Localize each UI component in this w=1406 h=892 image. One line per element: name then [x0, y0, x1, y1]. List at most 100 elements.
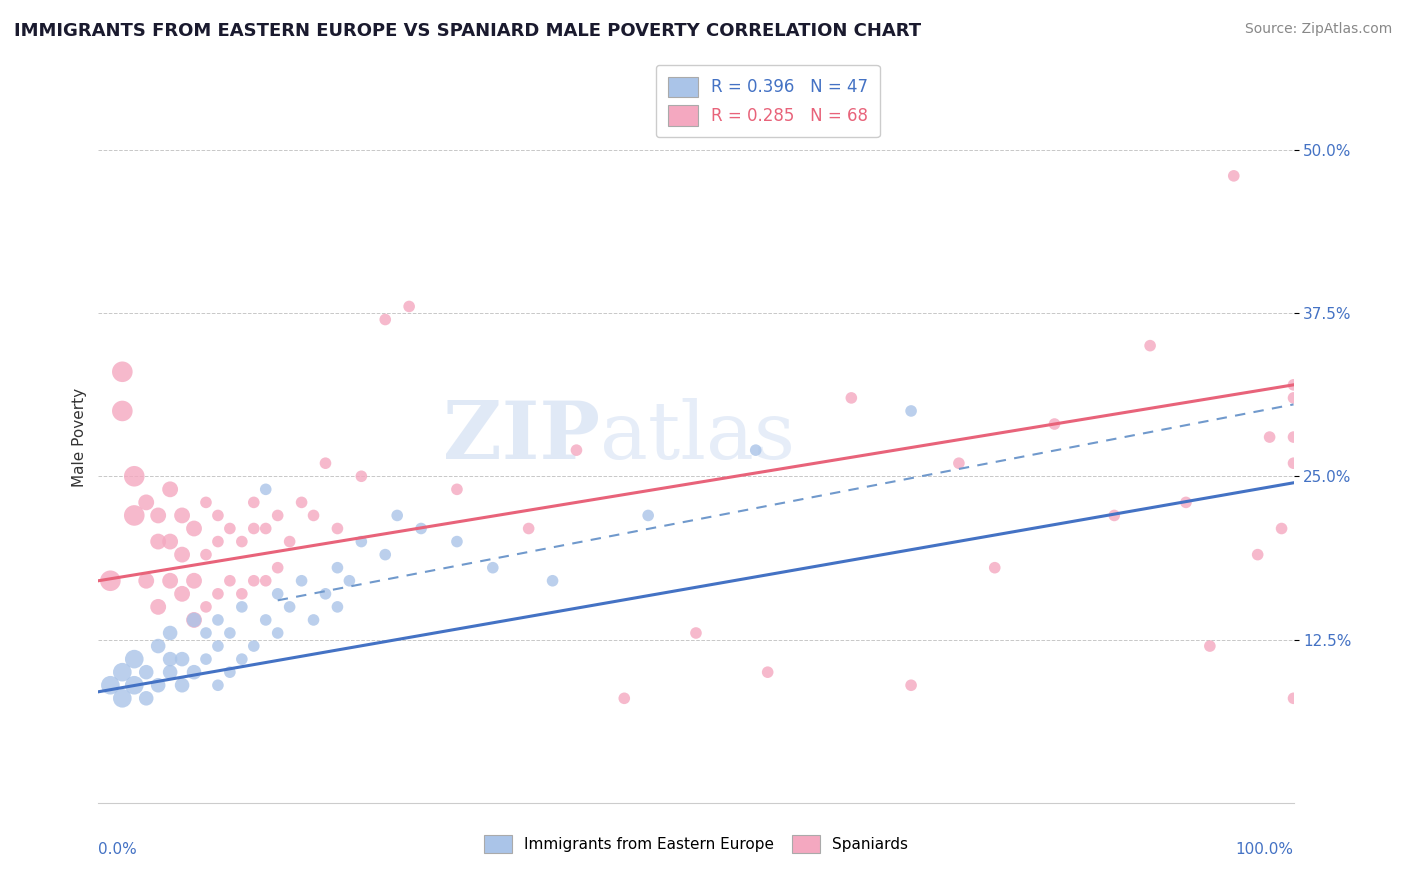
Point: [254, 521, 277, 535]
Point: [1282, 691, 1305, 706]
Point: [98, 574, 122, 588]
Point: [195, 626, 218, 640]
Point: [183, 665, 205, 680]
Point: [159, 626, 181, 640]
Point: [159, 534, 181, 549]
Text: atlas: atlas: [600, 398, 796, 476]
Legend: Immigrants from Eastern Europe, Spaniards: Immigrants from Eastern Europe, Spaniard…: [477, 827, 915, 861]
Point: [1282, 391, 1305, 405]
Point: [159, 574, 181, 588]
Point: [183, 521, 205, 535]
Point: [207, 639, 229, 653]
Point: [565, 443, 588, 458]
Point: [135, 665, 157, 680]
Point: [219, 574, 242, 588]
Point: [243, 639, 266, 653]
Point: [135, 691, 157, 706]
Point: [1282, 430, 1305, 444]
Text: IMMIGRANTS FROM EASTERN EUROPE VS SPANIARD MALE POVERTY CORRELATION CHART: IMMIGRANTS FROM EASTERN EUROPE VS SPANIA…: [14, 22, 921, 40]
Point: [278, 534, 301, 549]
Point: [111, 691, 134, 706]
Point: [148, 534, 170, 549]
Point: [1282, 456, 1305, 470]
Point: [195, 599, 218, 614]
Point: [172, 678, 194, 692]
Point: [207, 678, 229, 692]
Point: [517, 521, 540, 535]
Point: [159, 652, 181, 666]
Point: [183, 574, 205, 588]
Point: [900, 678, 922, 692]
Point: [219, 665, 242, 680]
Point: [267, 626, 290, 640]
Point: [195, 495, 218, 509]
Point: [231, 534, 253, 549]
Point: [1139, 339, 1161, 353]
Point: [745, 443, 768, 458]
Text: 100.0%: 100.0%: [1236, 842, 1294, 856]
Point: [183, 613, 205, 627]
Point: [267, 508, 290, 523]
Point: [135, 574, 157, 588]
Point: [231, 587, 253, 601]
Point: [148, 678, 170, 692]
Point: [124, 508, 146, 523]
Point: [637, 508, 659, 523]
Point: [207, 587, 229, 601]
Point: [172, 587, 194, 601]
Point: [98, 678, 122, 692]
Point: [326, 599, 349, 614]
Point: [481, 560, 505, 574]
Point: [302, 508, 325, 523]
Point: [1104, 508, 1126, 523]
Point: [541, 574, 564, 588]
Point: [385, 508, 409, 523]
Point: [148, 639, 170, 653]
Point: [207, 508, 229, 523]
Point: [1282, 377, 1305, 392]
Point: [172, 508, 194, 523]
Point: [900, 404, 922, 418]
Point: [948, 456, 970, 470]
Point: [207, 534, 229, 549]
Point: [315, 456, 337, 470]
Point: [111, 404, 134, 418]
Point: [685, 626, 707, 640]
Point: [254, 483, 277, 497]
Point: [159, 483, 181, 497]
Point: [278, 599, 301, 614]
Point: [231, 599, 253, 614]
Point: [1258, 430, 1281, 444]
Point: [350, 534, 373, 549]
Point: [207, 613, 229, 627]
Point: [183, 613, 205, 627]
Point: [111, 365, 134, 379]
Point: [841, 391, 863, 405]
Point: [148, 599, 170, 614]
Point: [446, 534, 468, 549]
Point: [254, 574, 277, 588]
Point: [374, 312, 396, 326]
Point: [195, 548, 218, 562]
Point: [172, 548, 194, 562]
Point: [195, 652, 218, 666]
Point: [374, 548, 396, 562]
Point: [267, 587, 290, 601]
Point: [219, 521, 242, 535]
Point: [111, 665, 134, 680]
Point: [1043, 417, 1066, 431]
Text: ZIP: ZIP: [443, 398, 600, 476]
Point: [350, 469, 373, 483]
Point: [398, 300, 420, 314]
Point: [339, 574, 361, 588]
Point: [124, 678, 146, 692]
Point: [254, 613, 277, 627]
Point: [315, 587, 337, 601]
Point: [291, 574, 314, 588]
Point: [159, 665, 181, 680]
Point: [243, 495, 266, 509]
Point: [148, 508, 170, 523]
Point: [756, 665, 779, 680]
Text: 0.0%: 0.0%: [98, 842, 138, 856]
Point: [243, 574, 266, 588]
